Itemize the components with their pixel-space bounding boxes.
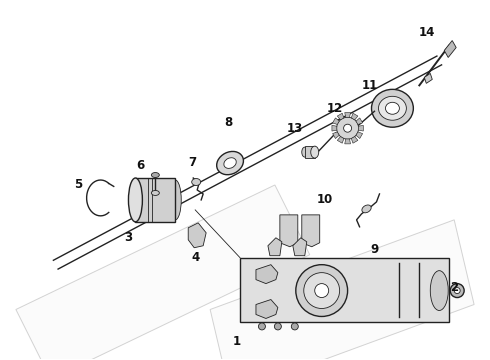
Polygon shape	[16, 185, 310, 360]
Text: 3: 3	[124, 231, 132, 244]
Text: 11: 11	[362, 79, 378, 92]
Polygon shape	[424, 73, 432, 84]
Text: 4: 4	[191, 251, 199, 264]
Ellipse shape	[151, 190, 159, 195]
Polygon shape	[358, 125, 363, 131]
Ellipse shape	[386, 102, 399, 114]
Polygon shape	[210, 220, 474, 360]
Text: 2: 2	[450, 281, 458, 294]
Ellipse shape	[302, 147, 308, 157]
Polygon shape	[332, 125, 337, 131]
Text: 10: 10	[317, 193, 333, 206]
Ellipse shape	[450, 284, 464, 298]
Polygon shape	[345, 139, 350, 144]
Polygon shape	[351, 113, 358, 120]
Text: 7: 7	[188, 156, 196, 168]
Polygon shape	[351, 136, 358, 143]
Text: 9: 9	[370, 243, 379, 256]
Polygon shape	[188, 223, 206, 248]
Polygon shape	[302, 215, 319, 247]
Text: 8: 8	[224, 116, 232, 129]
Ellipse shape	[378, 96, 406, 120]
Ellipse shape	[296, 265, 347, 316]
Ellipse shape	[304, 273, 340, 309]
Polygon shape	[444, 41, 456, 58]
Polygon shape	[240, 258, 449, 323]
Ellipse shape	[217, 152, 244, 175]
Polygon shape	[256, 265, 278, 284]
Polygon shape	[333, 132, 339, 139]
Ellipse shape	[169, 180, 181, 220]
Ellipse shape	[343, 124, 352, 132]
Ellipse shape	[258, 323, 266, 330]
Polygon shape	[293, 238, 307, 256]
Text: 14: 14	[419, 26, 436, 39]
Ellipse shape	[274, 323, 281, 330]
Ellipse shape	[224, 158, 236, 168]
Ellipse shape	[292, 323, 298, 330]
Polygon shape	[345, 113, 350, 117]
Ellipse shape	[362, 205, 371, 213]
Text: 12: 12	[326, 102, 343, 115]
Polygon shape	[356, 118, 363, 125]
Polygon shape	[256, 300, 278, 319]
Ellipse shape	[315, 284, 329, 298]
Text: 5: 5	[74, 179, 83, 192]
Ellipse shape	[311, 146, 319, 158]
Polygon shape	[333, 118, 339, 125]
Ellipse shape	[337, 117, 359, 139]
Polygon shape	[356, 132, 363, 139]
Ellipse shape	[151, 172, 159, 177]
Polygon shape	[305, 146, 315, 158]
Ellipse shape	[128, 178, 143, 222]
Polygon shape	[280, 215, 298, 247]
Text: 6: 6	[136, 158, 145, 172]
Text: 1: 1	[233, 335, 241, 348]
Polygon shape	[268, 238, 282, 256]
Ellipse shape	[430, 271, 448, 310]
Text: 13: 13	[287, 122, 303, 135]
Ellipse shape	[454, 288, 460, 293]
Polygon shape	[135, 178, 175, 222]
Polygon shape	[337, 136, 344, 143]
Polygon shape	[337, 113, 344, 120]
Ellipse shape	[192, 179, 201, 185]
Ellipse shape	[371, 89, 414, 127]
